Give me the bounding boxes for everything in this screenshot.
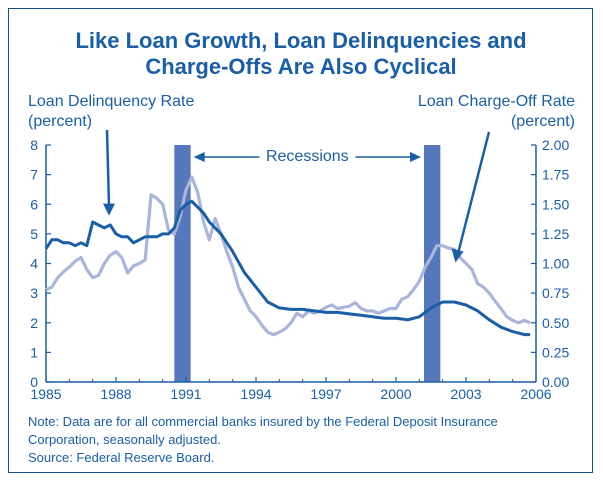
delinquency-rate-line	[44, 199, 531, 337]
recessions-arrow-right-head	[410, 152, 421, 162]
right-axis-label-line2: (percent)	[511, 113, 575, 130]
x-tick-label: 2000	[380, 386, 411, 402]
charge-off-rate-line	[45, 175, 531, 337]
chart-frame	[8, 8, 593, 473]
right-tick-label: 0.00	[542, 374, 569, 390]
x-tick-label: 1988	[100, 386, 131, 402]
delinquency-pointer-head	[103, 203, 115, 216]
recessions-label-bg	[260, 145, 355, 165]
x-tick-label: 2003	[450, 386, 481, 402]
x-tick-label: 1985	[30, 386, 61, 402]
charge-off-pointer-line	[457, 131, 491, 252]
recession-band-1	[174, 145, 191, 382]
left-tick-label: 7	[30, 167, 38, 183]
chart-title-line2: Charge-Offs Are Also Cyclical	[145, 54, 456, 79]
left-tick-label: 1	[30, 344, 38, 360]
right-tick-label: 0.50	[542, 315, 569, 331]
right-axis-label-line1: Loan Charge-Off Rate	[418, 93, 575, 110]
x-tick-label: 1997	[310, 386, 341, 402]
chart-note-line2: Corporation, seasonally adjusted.	[28, 432, 221, 447]
chart-source: Source: Federal Reserve Board.	[28, 450, 214, 465]
left-tick-label: 6	[30, 196, 38, 212]
chart-note-line1: Note: Data are for all commercial banks …	[28, 414, 498, 429]
left-axis-label-line1: Loan Delinquency Rate	[28, 93, 194, 110]
left-tick-label: 4	[30, 256, 38, 272]
left-tick-label: 0	[30, 374, 38, 390]
x-tick-label: 1991	[170, 386, 201, 402]
right-tick-label: 0.25	[542, 344, 569, 360]
left-axis-label-line2: (percent)	[28, 113, 92, 130]
recessions-arrow-left-head	[193, 152, 205, 162]
x-tick-label: 2006	[520, 386, 551, 402]
charge-off-pointer-head	[451, 248, 464, 263]
left-tick-label: 8	[30, 137, 38, 153]
left-tick-label: 5	[30, 226, 38, 242]
left-tick-label: 2	[30, 315, 38, 331]
right-tick-label: 1.50	[542, 196, 569, 212]
right-tick-label: 1.25	[542, 226, 569, 242]
right-tick-label: 1.75	[542, 167, 569, 183]
recessions-label: Recessions	[266, 148, 349, 165]
left-tick-label: 3	[30, 285, 38, 301]
right-tick-label: 0.75	[542, 285, 569, 301]
right-tick-label: 2.00	[542, 137, 569, 153]
recession-band-2	[424, 145, 441, 382]
delinquency-pointer-line	[105, 129, 111, 206]
x-tick-label: 1994	[240, 386, 271, 402]
chart-title-line1: Like Loan Growth, Loan Delinquencies and	[75, 28, 526, 53]
right-tick-label: 1.00	[542, 256, 569, 272]
